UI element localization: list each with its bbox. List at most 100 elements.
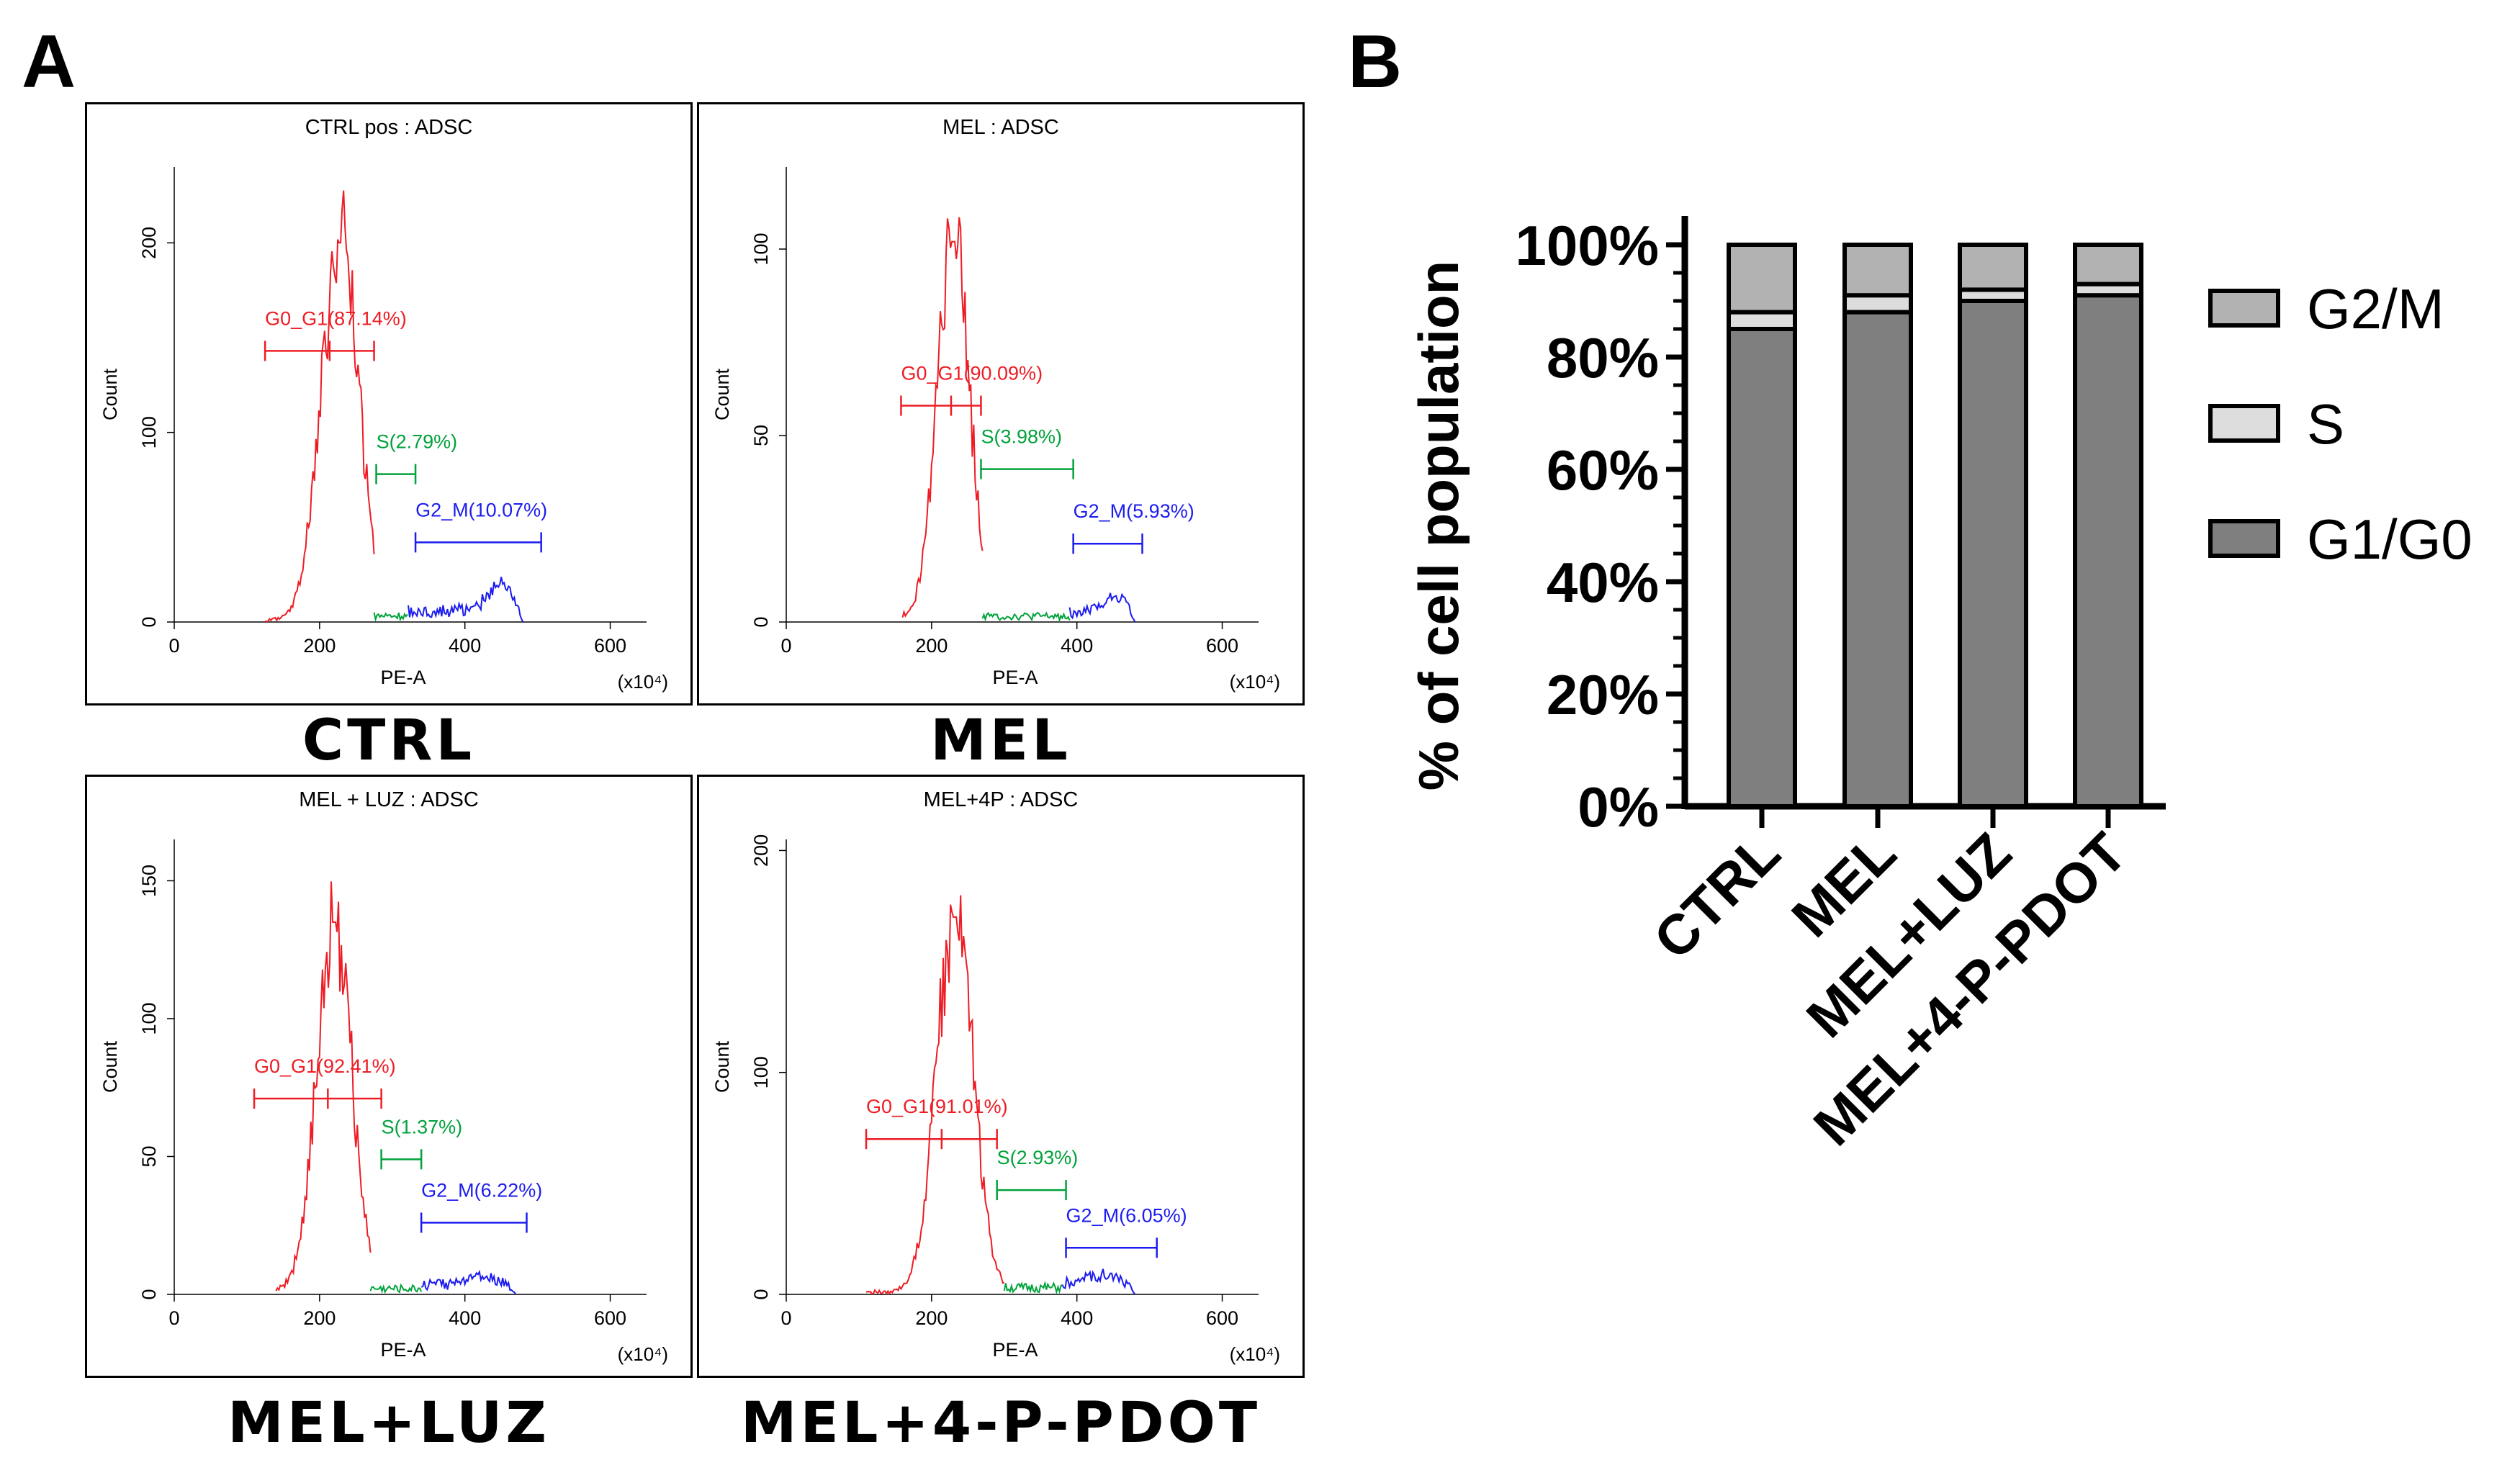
histogram-mel: MEL : ADSC 0 50 100 0 200 400 600 PE-A (x10⁴) Coun…: [697, 102, 1305, 706]
panel-a-letter: A: [22, 20, 76, 104]
x-tick-label: 400: [1061, 635, 1093, 657]
bar-segment-g2-m: [1727, 243, 1797, 315]
x-axis-label: PE-A: [380, 667, 426, 688]
legend-label: G2/M: [2307, 277, 2444, 341]
y-tick-label: 100%: [1516, 214, 1660, 277]
x-axis-multiplier: (x10⁴): [1230, 1343, 1280, 1365]
y-tick-label: 100: [750, 1056, 772, 1088]
bar-segment-g1-g0: [1727, 327, 1797, 808]
histogram-mel-4p: MEL+4P : ADSC 0 100 200 0 200 400 600 PE-A (x10⁴)…: [697, 775, 1305, 1378]
bar-segment-g2-m: [1842, 243, 1913, 298]
histogram-frame: [85, 775, 693, 1378]
x-tick-label: 200: [915, 1307, 948, 1329]
bar-segment-g1-g0: [2073, 293, 2143, 808]
histogram-mel-luz: MEL + LUZ : ADSC 0 50 100 150 0 200 400 600 PE-A (…: [85, 775, 693, 1378]
g2-m-curve: [1061, 1268, 1136, 1295]
legend-label: G1/G0: [2307, 508, 2472, 571]
group-label-mel-luz: MEL+LUZ: [228, 1391, 550, 1456]
g2-m-curve: [408, 577, 524, 623]
x-tick-label: 0: [780, 1307, 791, 1329]
histogram-ctrl: CTRL pos : ADSC 0 100 200 0 200 400 600 PE-A (x10…: [85, 102, 693, 706]
y-tick-label: 20%: [1547, 663, 1659, 726]
s-gate-label: S(2.93%): [997, 1147, 1079, 1168]
legend-label: S: [2307, 392, 2344, 456]
x-tick-label: 400: [1061, 1307, 1093, 1329]
x-tick-label: CTRL: [1642, 821, 1792, 971]
y-axis-label: Count: [99, 368, 121, 420]
bar-segment-g2-m: [2073, 243, 2143, 287]
bar-segment-g1-g0: [1958, 299, 2028, 808]
legend-swatch: [2208, 404, 2280, 443]
y-axis-label: Count: [711, 368, 733, 420]
g0-g1-gate-label: G0_G1(91.01%): [866, 1096, 1008, 1117]
x-tick-label: 400: [449, 635, 481, 657]
y-tick-label: 80%: [1547, 326, 1659, 389]
bar-segment-s: [1727, 310, 1797, 332]
y-tick-label: 200: [750, 834, 772, 867]
group-label-mel: MEL: [930, 708, 1071, 773]
y-tick-label: 50: [138, 1145, 160, 1167]
g2-m-curve: [420, 1269, 517, 1295]
g2-m-gate-label: G2_M(6.05%): [1066, 1204, 1187, 1226]
s-phase-curve: [373, 612, 408, 623]
x-axis-multiplier: (x10⁴): [1230, 671, 1280, 693]
g2-m-gate-label: G2_M(5.93%): [1074, 500, 1194, 522]
group-label-ctrl: CTRL: [302, 708, 476, 773]
y-tick-label: 50: [750, 425, 772, 446]
g0-g1-peak-curve: [275, 881, 372, 1292]
group-label-mel-4p: MEL+4-P-PDOT: [740, 1391, 1261, 1456]
histogram-frame: [697, 102, 1305, 706]
g0-g1-gate-label: G0_G1(87.14%): [265, 307, 407, 329]
g2-m-curve: [1068, 592, 1136, 623]
y-tick-label: 100: [750, 233, 772, 265]
x-tick-label: 600: [1206, 635, 1238, 657]
x-tick-label: 200: [303, 1307, 336, 1329]
x-axis-label: PE-A: [992, 667, 1038, 688]
s-phase-curve: [1003, 1280, 1063, 1295]
s-phase-curve: [981, 611, 1071, 623]
y-tick-label: 0: [138, 616, 160, 627]
histogram-title: MEL + LUZ : ADSC: [299, 788, 479, 811]
s-gate-label: S(3.98%): [981, 426, 1062, 448]
histogram-title: MEL+4P : ADSC: [924, 788, 1079, 811]
y-tick-label: 100: [138, 416, 160, 448]
y-tick-label: 0%: [1578, 775, 1659, 839]
y-axis-label: % of cell population: [1407, 261, 1470, 791]
histogram-frame: [85, 102, 693, 706]
s-phase-curve: [369, 1283, 423, 1294]
x-tick-label: 600: [594, 635, 626, 657]
y-tick-label: 0: [138, 1289, 160, 1299]
y-tick-label: 200: [138, 227, 160, 259]
panel-b-letter: B: [1348, 20, 1403, 104]
x-axis-multiplier: (x10⁴): [618, 1343, 668, 1365]
y-tick-label: 40%: [1547, 551, 1659, 614]
legend-swatch: [2208, 519, 2280, 558]
x-tick-label: 600: [594, 1307, 626, 1329]
y-tick-label: 60%: [1547, 438, 1659, 502]
histogram-frame: [697, 775, 1305, 1378]
g0-g1-peak-curve: [901, 217, 984, 618]
s-gate-label: S(2.79%): [377, 431, 458, 453]
bar-segment-g2-m: [1958, 243, 2028, 292]
y-tick-label: 150: [138, 865, 160, 897]
s-gate-label: S(1.37%): [382, 1116, 463, 1137]
x-tick-label: 400: [449, 1307, 481, 1329]
y-axis-label: Count: [711, 1040, 733, 1093]
y-tick-label: 0: [750, 1289, 772, 1299]
x-tick-label: 600: [1206, 1307, 1238, 1329]
x-tick-label: 200: [303, 635, 336, 657]
bar-segment-s: [1842, 293, 1913, 315]
g0-g1-peak-curve: [264, 190, 375, 623]
legend-swatch: [2208, 289, 2280, 328]
g0-g1-peak-curve: [865, 895, 1005, 1295]
histogram-title: MEL : ADSC: [942, 116, 1059, 139]
y-tick-label: 0: [750, 616, 772, 627]
g2-m-gate-label: G2_M(10.07%): [415, 499, 547, 520]
y-axis-label: Count: [99, 1040, 121, 1093]
histogram-title: CTRL pos : ADSC: [305, 116, 473, 139]
stacked-bar-chart: 0% 20% 40% 60% 80% 100% % of cell population CT…: [1407, 214, 2472, 1158]
x-tick-label: 0: [780, 635, 791, 657]
x-tick-label: 200: [915, 635, 948, 657]
x-axis-multiplier: (x10⁴): [618, 671, 668, 693]
